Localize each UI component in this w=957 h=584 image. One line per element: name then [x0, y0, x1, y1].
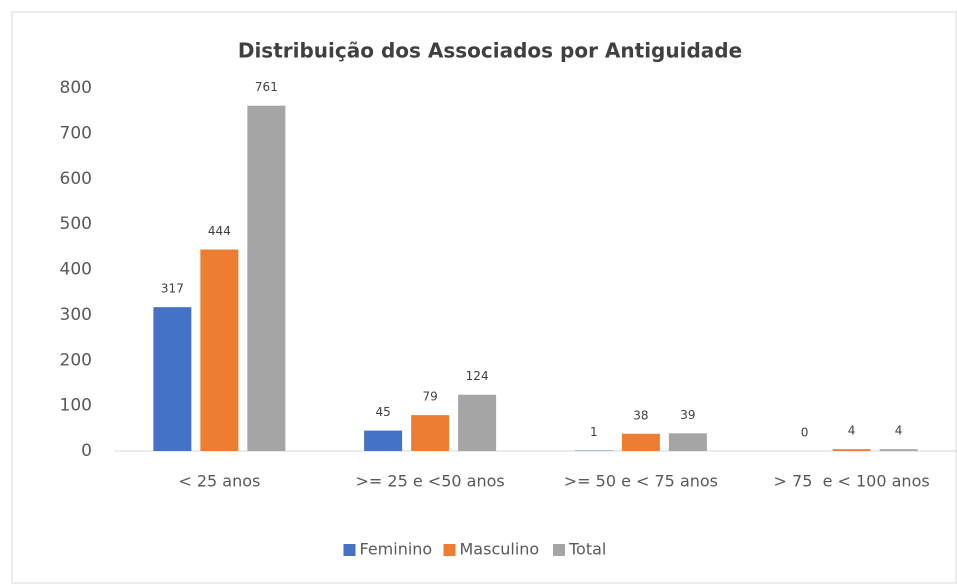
bar	[621, 433, 660, 451]
bar	[200, 249, 239, 451]
y-tick-label: 100	[60, 396, 92, 416]
y-tick-label: 300	[60, 305, 92, 325]
data-label: 444	[208, 224, 231, 238]
y-tick-label: 700	[60, 123, 92, 143]
bar	[153, 307, 192, 451]
data-label: 317	[161, 282, 184, 296]
bar	[832, 449, 871, 451]
bar	[668, 433, 707, 451]
data-label: 0	[801, 426, 809, 440]
bar	[364, 430, 403, 451]
legend-swatch	[443, 544, 456, 556]
bar	[247, 105, 286, 451]
y-tick-label: 500	[60, 214, 92, 234]
data-label: 38	[633, 408, 648, 422]
legend-swatch	[553, 544, 565, 556]
legend-label: Masculino	[460, 540, 540, 559]
y-tick-label: 200	[60, 350, 92, 370]
data-label: 4	[848, 424, 856, 438]
data-label: 39	[680, 408, 695, 422]
legend-swatch	[343, 544, 356, 556]
data-label: 4	[895, 424, 903, 438]
bar	[458, 394, 497, 451]
y-tick-label: 0	[81, 441, 92, 461]
bar	[411, 415, 450, 451]
legend-label: Feminino	[360, 540, 433, 559]
data-label: 45	[375, 405, 390, 419]
x-tick-label: > 75 e < 100 anos	[774, 472, 930, 491]
y-tick-label: 600	[60, 169, 92, 189]
bar	[879, 449, 918, 451]
y-tick-label: 400	[60, 260, 92, 280]
data-label: 79	[422, 390, 437, 404]
x-tick-label: >= 50 e < 75 anos	[564, 472, 718, 491]
y-tick-label: 800	[60, 78, 92, 98]
data-label: 124	[466, 369, 489, 383]
chart-title: Distribuição dos Associados por Antiguid…	[238, 39, 742, 63]
legend-label: Total	[568, 540, 606, 559]
data-label: 1	[590, 425, 598, 439]
data-label: 761	[255, 80, 278, 94]
chart-frame	[11, 11, 957, 584]
x-tick-label: < 25 anos	[178, 472, 260, 491]
x-tick-label: >= 25 e <50 anos	[356, 472, 505, 491]
